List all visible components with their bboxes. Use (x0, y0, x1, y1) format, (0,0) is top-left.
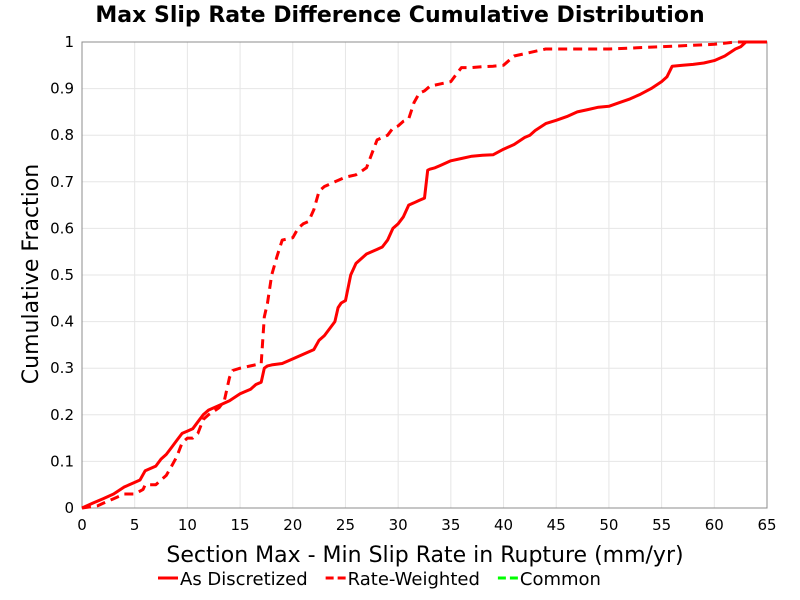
x-tick-label: 5 (130, 516, 140, 534)
x-tick-label: 20 (283, 516, 302, 534)
x-tick-label: 30 (389, 516, 408, 534)
y-tick-label: 0.5 (50, 266, 74, 284)
grid (82, 42, 767, 508)
chart-title: Max Slip Rate Difference Cumulative Dist… (95, 3, 704, 28)
plot-area (81, 41, 768, 509)
y-axis-label: Cumulative Fraction (19, 164, 44, 384)
y-tick-label: 0.2 (50, 406, 74, 424)
x-tick-label: 60 (705, 516, 724, 534)
y-tick-label: 0.8 (50, 126, 74, 144)
y-tick-label: 1 (64, 33, 74, 51)
series-lines (81, 40, 767, 510)
x-tick-label: 15 (231, 516, 250, 534)
x-tick-label: 65 (757, 516, 776, 534)
x-tick-label: 10 (178, 516, 197, 534)
x-tick-label: 0 (77, 516, 87, 534)
y-tick-label: 0.6 (50, 219, 74, 237)
y-tick-label: 0 (64, 499, 74, 517)
y-tick-label: 0.9 (50, 80, 74, 98)
x-tick-label: 25 (336, 516, 355, 534)
y-tick-label: 0.3 (50, 359, 74, 377)
x-tick-label: 55 (652, 516, 671, 534)
y-tick-label: 0.4 (50, 313, 74, 331)
legend: As Discretized Rate-Weighted Common (158, 569, 601, 590)
series-line-as-discretized (81, 40, 767, 510)
tick-labels: 0 5 10 15 20 25 30 35 40 45 50 55 60 65 0 0.1 0.2 0.3 0.4 0… (50, 33, 776, 534)
legend-label-rate-weighted: Rate-Weighted (348, 569, 480, 590)
x-tick-label: 50 (599, 516, 618, 534)
y-tick-label: 0.1 (50, 452, 74, 470)
legend-label-common: Common (520, 569, 601, 590)
y-tick-label: 0.7 (50, 173, 74, 191)
legend-label-as-discretized: As Discretized (180, 569, 308, 590)
x-tick-label: 45 (547, 516, 566, 534)
x-tick-label: 35 (441, 516, 460, 534)
x-axis-label: Section Max - Min Slip Rate in Rupture (… (166, 543, 683, 568)
x-tick-label: 40 (494, 516, 513, 534)
